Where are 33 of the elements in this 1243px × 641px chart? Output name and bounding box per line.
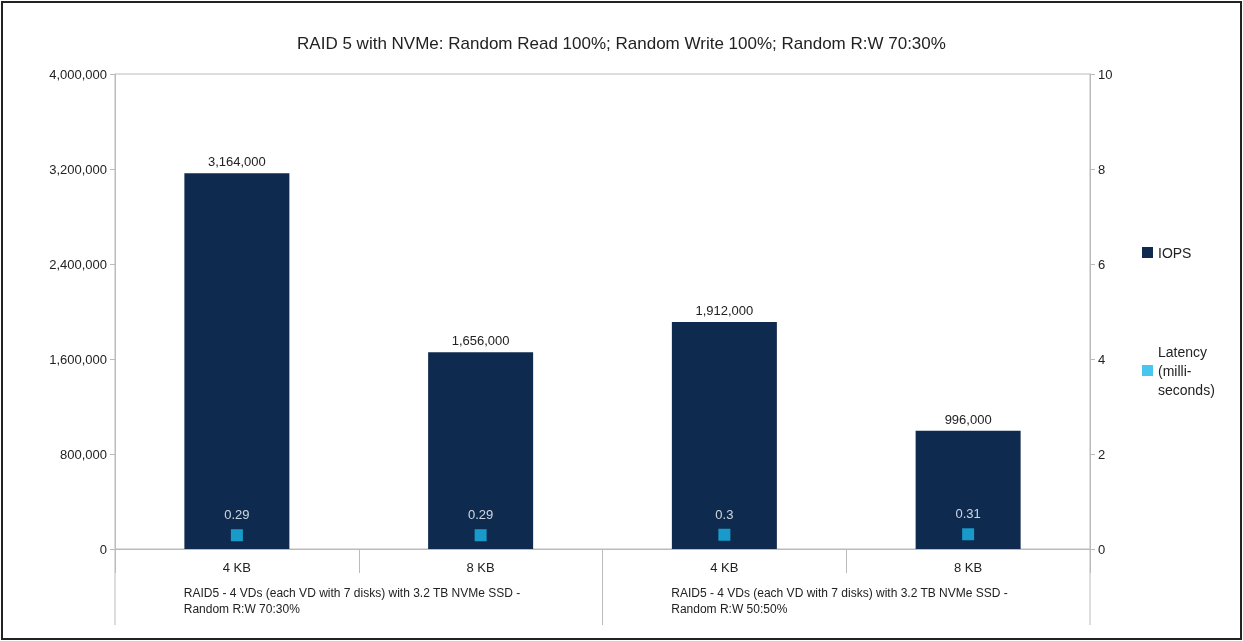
y2-tick-label: 4 [1098,351,1106,367]
bar [915,430,1021,549]
text: RAID5 - 4 VDs (each VD with 7 disks) with 3.2 TB NVMe SSD - Random R:W 70:30% [183,586,524,616]
y-tick-label: 0 [99,541,107,557]
data-label: 0.31 [955,506,981,522]
y2-tick-label: 2 [1098,446,1106,462]
x-tick-label: 8 KB [466,560,495,575]
data-label: 3,164,000 [207,154,266,170]
y-tick-label: 4,000,000 [49,66,107,82]
data-label: 1,656,000 [451,333,510,349]
data-label: 0.29 [467,507,494,523]
y2-tick-label: 0 [1098,541,1106,557]
x-tick-label: 4 KB [710,560,739,575]
y-tick-label: 1,600,000 [49,351,107,367]
y-tick-label: 800,000 [60,446,107,462]
y-tick-label: 2,400,000 [49,256,107,272]
data-label: 1,912,000 [695,302,754,318]
bar [428,352,534,549]
x-tick-label: 4 KB [222,560,251,575]
chart-title: RAID 5 with NVMe: Random Read 100%; Random Write 100%; Random R:W 70:30% [297,34,946,53]
data-label: 0.3 [715,506,734,522]
x-tick-label: 8 KB [954,560,983,575]
y2-tick-label: 10 [1098,66,1113,82]
legend-label: Latency (milli-seconds) [1158,343,1215,398]
text: RAID5 - 4 VDs (each VD with 7 disks) with 3.2 TB NVMe SSD - Random R:W 50:50% [671,586,1012,616]
y-tick-label: 3,200,000 [49,161,107,177]
data-label: 996,000 [944,411,992,427]
y2-tick-label: 8 [1098,161,1106,177]
data-label: 0.29 [224,507,250,523]
legend-label: IOPS [1158,244,1192,261]
bar [184,173,290,549]
bar [671,321,777,549]
y2-tick-label: 6 [1098,256,1106,272]
